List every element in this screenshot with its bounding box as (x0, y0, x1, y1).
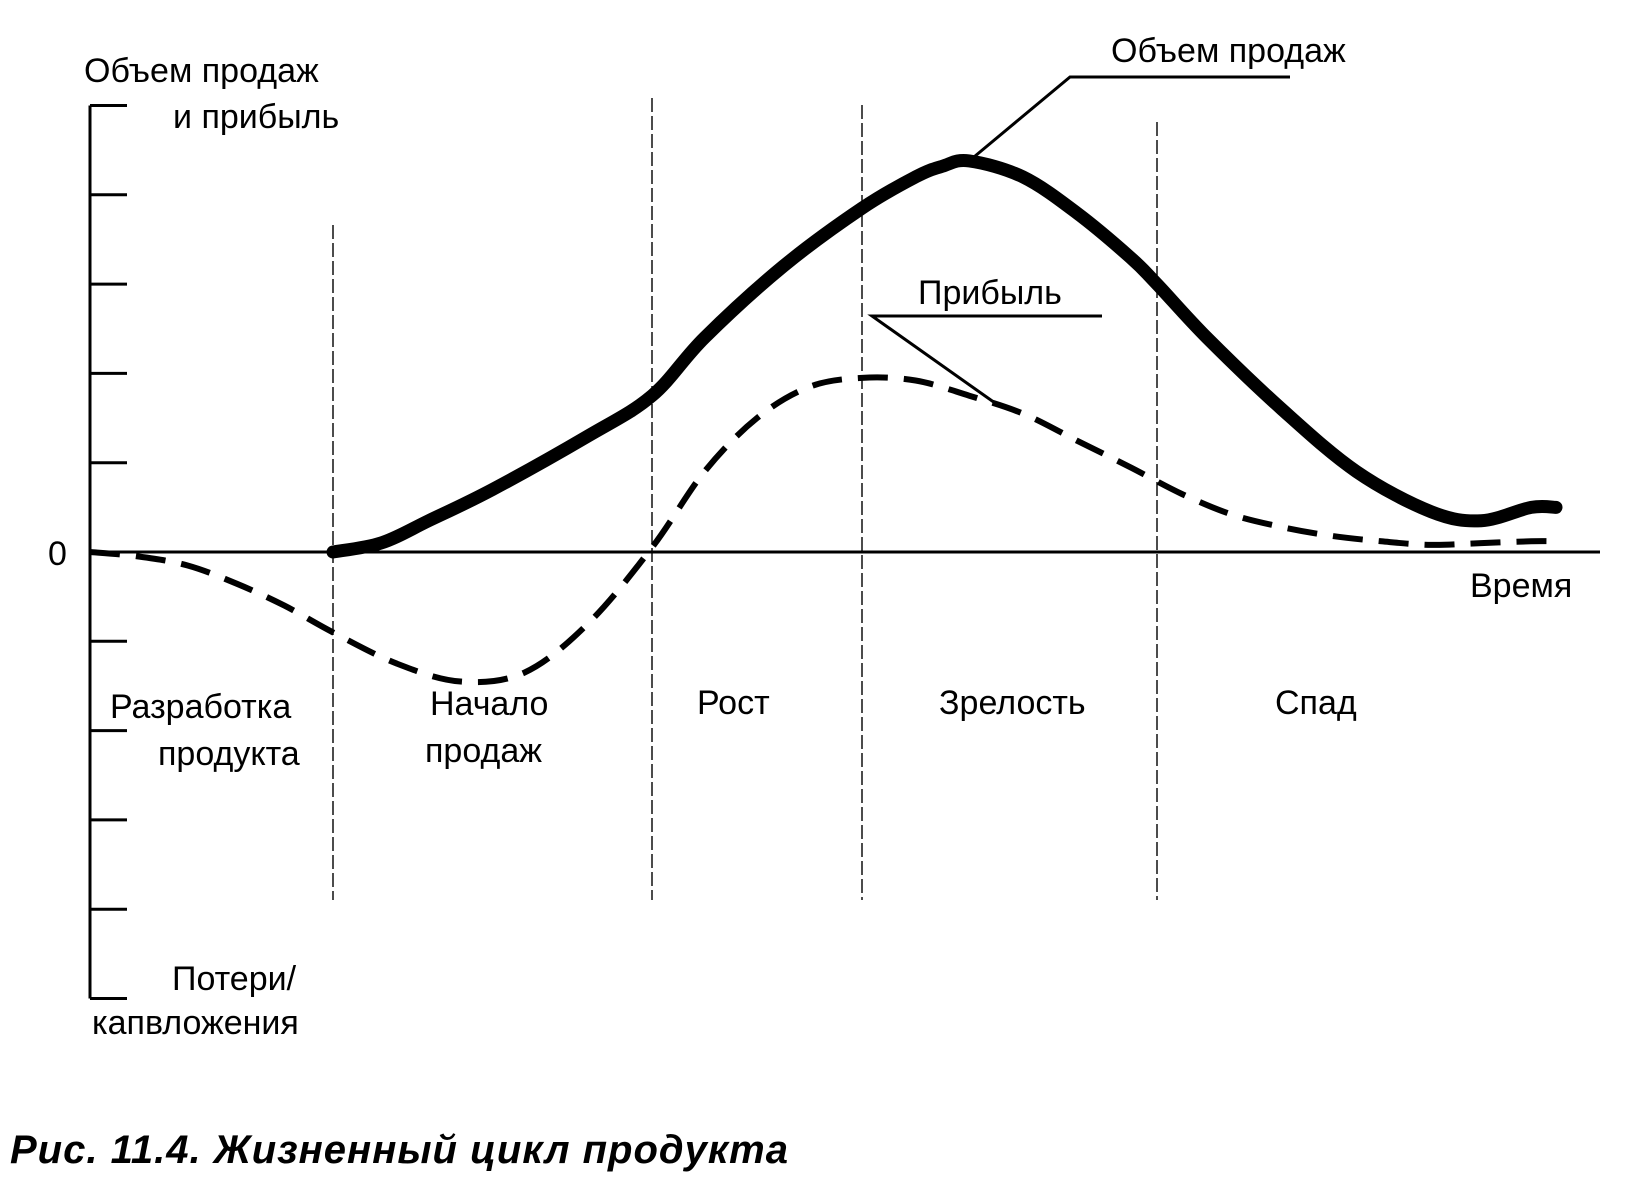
stage-label-decline: Спад (1275, 684, 1357, 722)
series-profit-line (89, 374, 1557, 686)
figure-caption: Рис. 11.4. Жизненный цикл продукта (10, 1128, 789, 1172)
stage-label-maturity: Зрелость (939, 684, 1086, 722)
stage-label-introduction-line1: Начало (430, 685, 548, 723)
stage-label-growth: Рост (697, 684, 770, 722)
y-axis-negative-label-line2: капвложения (92, 1004, 299, 1042)
y-axis-label-line1: Объем продаж (84, 52, 319, 90)
y-axis-label-line2: и прибыль (173, 98, 339, 136)
zero-label: 0 (48, 535, 67, 573)
product-life-cycle-chart: Объем продаж и прибыль Потери/ капвложен… (48, 32, 1600, 1042)
y-axis-ticks (90, 104, 127, 1000)
stage-label-introduction-line2: продаж (425, 732, 542, 770)
annotation-profit: Прибыль (918, 274, 1062, 312)
stage-label-development-line1: Разработка (110, 688, 291, 726)
sales-annotation-leader (968, 75, 1290, 163)
annotation-sales: Объем продаж (1111, 32, 1346, 70)
x-axis-label: Время (1470, 567, 1572, 605)
profit-annotation-leader (867, 314, 1102, 405)
stage-label-development-line2: продукта (158, 735, 300, 773)
stage-dividers (332, 98, 1158, 900)
series-sales-line (326, 154, 1563, 559)
y-axis-negative-label-line1: Потери/ (172, 960, 297, 998)
